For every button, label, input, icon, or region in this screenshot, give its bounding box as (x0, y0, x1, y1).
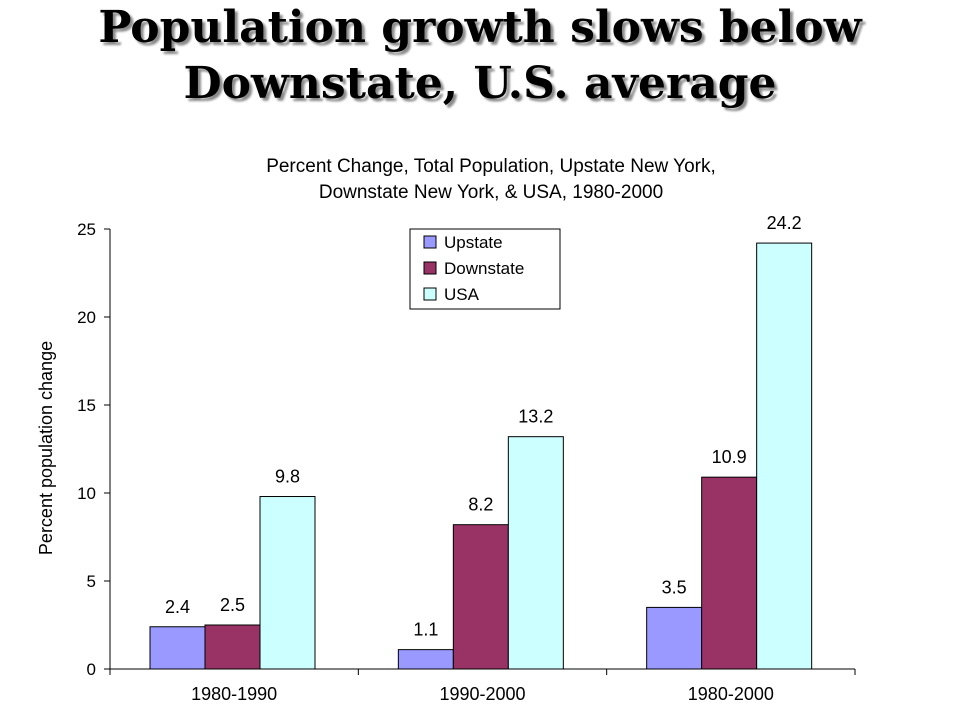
bar-usa (756, 242, 813, 670)
chart-title-line-1: Percent Change, Total Population, Upstat… (266, 156, 716, 177)
data-label: 1.1 (413, 620, 438, 640)
data-label: 13.2 (518, 407, 553, 427)
data-label: 24.2 (767, 213, 802, 233)
y-axis-label: Percent population change (36, 341, 56, 555)
slide-title-line-2: Downstate, U.S. average (183, 58, 777, 109)
bar-upstate (397, 649, 454, 670)
data-label: 9.8 (275, 467, 300, 487)
y-tick-label: 10 (77, 484, 96, 503)
data-label: 3.5 (662, 577, 687, 597)
bar-chart: Percent Change, Total Population, Upstat… (36, 156, 856, 704)
legend: Upstate Downstate USA (409, 228, 561, 310)
y-tick-label: 20 (77, 308, 96, 327)
bar-usa (507, 436, 564, 670)
x-tick-label: 1980-2000 (688, 684, 774, 704)
slide-title: Population growth slows below Downstate,… (0, 0, 960, 140)
x-tick-label: 1980-1990 (191, 684, 277, 704)
y-tick-label: 15 (77, 396, 96, 415)
plot-area: 0 5 10 15 20 25 1980-1990 1990-2000 1980-2000 2.4… (77, 213, 856, 704)
legend-swatch (423, 261, 437, 275)
data-label: 8.2 (468, 495, 493, 515)
bar-usa (259, 496, 316, 670)
legend-swatch (423, 287, 437, 301)
bar-downstate (701, 476, 758, 670)
legend-swatch (423, 235, 437, 249)
chart-title-line-2: Downstate New York, & USA, 1980-2000 (319, 182, 663, 203)
y-tick-label: 5 (87, 572, 96, 591)
data-label: 10.9 (712, 447, 747, 467)
x-tick-label: 1990-2000 (439, 684, 525, 704)
data-label: 2.4 (165, 597, 190, 617)
legend-label: Downstate (444, 259, 524, 278)
slide-title-line-1: Population growth slows below (98, 2, 862, 53)
bar-downstate (204, 624, 261, 670)
y-tick-label: 25 (77, 220, 96, 239)
bar-downstate (452, 524, 509, 670)
data-label: 2.5 (220, 595, 245, 615)
y-tick-label: 0 (87, 660, 96, 679)
legend-label: Upstate (444, 233, 503, 252)
legend-label: USA (444, 285, 480, 304)
bar-upstate (646, 606, 703, 670)
bar-upstate (149, 626, 206, 670)
